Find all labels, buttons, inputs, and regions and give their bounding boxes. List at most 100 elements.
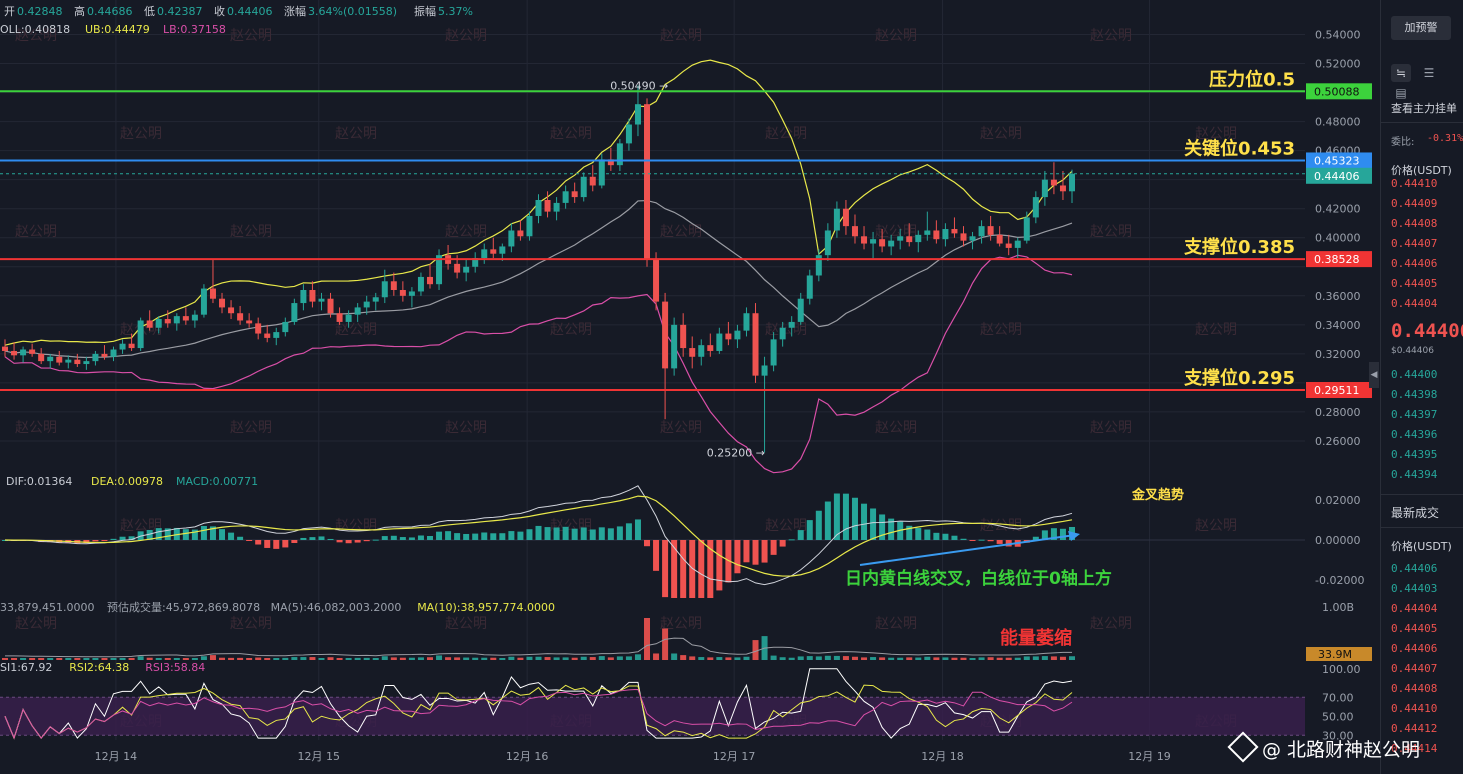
bid-price-row[interactable]: 0.44398 <box>1391 388 1438 401</box>
macd-histogram-bar <box>499 533 506 540</box>
trade-price-row[interactable]: 0.44405 <box>1391 622 1438 635</box>
candlestick-chart[interactable]: 赵公明 赵公明 赵公明 赵公明 赵公明 赵公明赵公明 赵公明 赵公明 赵公明 赵公明 赵公明赵公明赵… <box>0 0 1380 774</box>
macd-legend: DEA:0.00978 <box>91 475 163 488</box>
watermark-tile: 赵公明 <box>765 322 807 338</box>
volume-bar <box>1059 656 1066 660</box>
volume-bar <box>327 657 334 660</box>
ask-price-row[interactable]: 0.44408 <box>1391 217 1438 230</box>
candle-body <box>499 246 506 254</box>
watermark-tile: 赵公明 <box>445 28 487 44</box>
ask-price-row[interactable]: 0.44404 <box>1391 297 1438 310</box>
ask-price-row[interactable]: 0.44409 <box>1391 197 1438 210</box>
macd-histogram-bar <box>589 529 596 540</box>
candle-body <box>589 176 596 186</box>
candle-body <box>833 208 840 231</box>
trade-price-row[interactable]: 0.44412 <box>1391 722 1438 735</box>
candle-body <box>797 298 804 322</box>
macd-histogram-bar <box>1059 528 1066 540</box>
volume-bar <box>960 657 967 660</box>
candle-body <box>879 239 886 247</box>
ask-price-row[interactable]: 0.44407 <box>1391 237 1438 250</box>
macd-histogram-bar <box>309 537 316 540</box>
macd-histogram-bar <box>191 529 198 540</box>
weibo-logo-icon <box>1227 731 1259 763</box>
candle-body <box>173 316 180 324</box>
trade-price-row[interactable]: 0.44407 <box>1391 662 1438 675</box>
collapse-handle[interactable]: ◀ <box>1369 362 1379 388</box>
macd-histogram-bar <box>824 501 831 540</box>
macd-histogram-bar <box>1005 540 1012 547</box>
candle-body <box>146 320 153 328</box>
volume-current-tag <box>1306 647 1372 661</box>
candle-body <box>580 176 587 198</box>
volume-bar <box>264 658 271 660</box>
volume-bar <box>788 657 795 660</box>
volume-bar <box>83 658 90 660</box>
macd-histogram-bar <box>318 536 325 540</box>
candle-body <box>517 230 524 237</box>
macd-histogram-bar <box>996 540 1003 544</box>
watermark-tile: 赵公明 <box>980 322 1022 338</box>
bid-price-row[interactable]: 0.44395 <box>1391 448 1438 461</box>
volume-ma5-line <box>5 637 1073 658</box>
bid-price-row[interactable]: 0.44396 <box>1391 428 1438 441</box>
volume-bar <box>463 657 470 660</box>
candle-body <box>1059 185 1066 192</box>
macd-histogram-bar <box>101 540 108 541</box>
volume-bar <box>273 658 280 660</box>
macd-histogram-bar <box>146 529 153 540</box>
trade-price-row[interactable]: 0.44406 <box>1391 642 1438 655</box>
bid-price-row[interactable]: 0.44394 <box>1391 468 1438 481</box>
trade-price-row[interactable]: 0.44403 <box>1391 582 1438 595</box>
volume-bar <box>74 658 81 660</box>
volume-bar <box>879 657 886 660</box>
add-alert-button[interactable]: 加预警 <box>1391 16 1451 40</box>
bid-price-row[interactable]: 0.44397 <box>1391 408 1438 421</box>
ask-price-row[interactable]: 0.44410 <box>1391 177 1438 190</box>
watermark-tile: 赵公明 <box>875 28 917 44</box>
golden-cross-note: 金叉趋势 <box>1131 487 1184 503</box>
bid-price-row[interactable]: 0.44400 <box>1391 368 1438 381</box>
volume-bar <box>11 658 18 660</box>
volume-bar <box>191 658 198 660</box>
volume-bar <box>734 657 741 660</box>
watermark-tile: 赵公明 <box>230 28 272 44</box>
tab-bids-icon[interactable]: ☰ <box>1423 66 1435 80</box>
candle-body <box>734 330 741 340</box>
macd-histogram-bar <box>553 527 560 540</box>
watermark-tile: 赵公明 <box>230 224 272 240</box>
watermark-tile: 赵公明 <box>445 616 487 632</box>
volume-bar <box>445 657 452 660</box>
macd-histogram-bar <box>481 532 488 540</box>
candle-body <box>842 208 849 227</box>
watermark-tile: 赵公明 <box>875 224 917 240</box>
watermark-tile: 赵公明 <box>550 126 592 142</box>
volume-bar <box>598 656 605 660</box>
watermark-tile: 赵公明 <box>1090 420 1132 436</box>
trade-price-row[interactable]: 0.44406 <box>1391 562 1438 575</box>
tab-both-icon[interactable]: ≒ <box>1391 64 1411 82</box>
macd-histogram-bar <box>372 539 379 541</box>
macd-histogram-bar <box>644 540 651 547</box>
macd-histogram-bar <box>173 527 180 540</box>
volume-bar <box>481 657 488 660</box>
macd-histogram-bar <box>942 533 949 540</box>
candle-body <box>300 290 307 304</box>
tab-asks-icon[interactable]: ▤ <box>1395 86 1407 100</box>
main-orders-title[interactable]: 查看主力挂单 <box>1391 102 1457 115</box>
ask-price-row[interactable]: 0.44406 <box>1391 257 1438 270</box>
volume-legend: 预估成交量:45,972,869.8078 <box>107 600 260 614</box>
volume-bar <box>2 658 8 660</box>
trade-price-row[interactable]: 0.44414 <box>1391 742 1438 755</box>
volume-bar <box>182 658 189 660</box>
boll-lower-line <box>4 254 1073 474</box>
trade-price-row[interactable]: 0.44408 <box>1391 682 1438 695</box>
ask-price-row[interactable]: 0.44405 <box>1391 277 1438 290</box>
macd-histogram-bar <box>779 540 786 547</box>
volume-bar <box>616 656 623 660</box>
price-annotation: 0.50490 → <box>610 79 668 92</box>
trade-price-row[interactable]: 0.44410 <box>1391 702 1438 715</box>
trade-price-row[interactable]: 0.44404 <box>1391 602 1438 615</box>
volume-bar <box>119 658 126 660</box>
recent-trades-title[interactable]: 最新成交 <box>1391 506 1440 520</box>
